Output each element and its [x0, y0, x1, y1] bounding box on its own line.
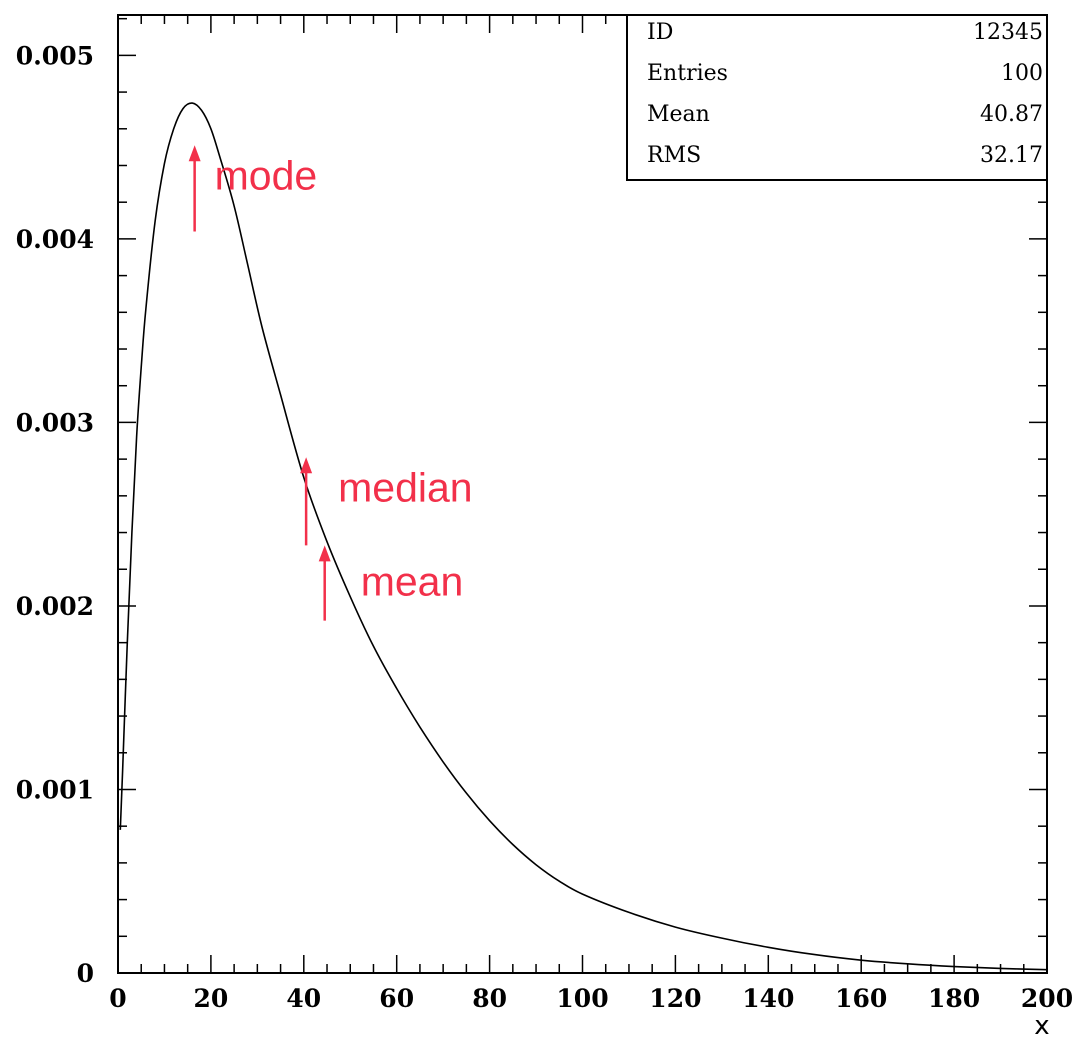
annotation-label: mode — [215, 152, 318, 198]
annotation-label: median — [338, 464, 472, 510]
annotation-arrow-head — [318, 545, 331, 562]
x-tick-label: 200 — [1021, 984, 1073, 1013]
y-tick-label: 0.003 — [16, 408, 94, 437]
y-tick-label: 0.005 — [16, 41, 94, 70]
annotation-arrow-head — [188, 145, 201, 162]
x-tick-label: 140 — [742, 984, 794, 1013]
x-tick-label: 100 — [556, 984, 608, 1013]
y-tick-label: 0 — [77, 959, 94, 988]
stats-label: Mean — [647, 102, 710, 127]
x-tick-label: 20 — [194, 984, 229, 1013]
y-tick-label: 0.002 — [16, 592, 94, 621]
stats-label: Entries — [647, 61, 728, 86]
y-tick-label: 0.004 — [16, 225, 94, 254]
x-tick-label: 40 — [286, 984, 321, 1013]
stats-value: 100 — [1001, 61, 1043, 86]
x-tick-label: 160 — [835, 984, 887, 1013]
x-tick-label: 120 — [649, 984, 701, 1013]
x-tick-label: 60 — [379, 984, 414, 1013]
series-curve-0 — [119, 102, 1048, 971]
stats-box — [626, 14, 1048, 181]
x-tick-label: 0 — [109, 984, 126, 1013]
stats-value: 12345 — [973, 20, 1043, 45]
y-tick-label: 0.001 — [16, 775, 94, 804]
stats-label: RMS — [647, 143, 701, 168]
x-axis-title: x — [1034, 1011, 1049, 1041]
stats-value: 32.17 — [980, 143, 1043, 168]
stats-label: ID — [647, 20, 673, 45]
x-tick-label: 180 — [928, 984, 980, 1013]
annotation-arrow-head — [300, 457, 313, 474]
x-tick-label: 80 — [472, 984, 507, 1013]
annotation-label: mean — [361, 558, 464, 604]
stats-value: 40.87 — [980, 102, 1043, 127]
